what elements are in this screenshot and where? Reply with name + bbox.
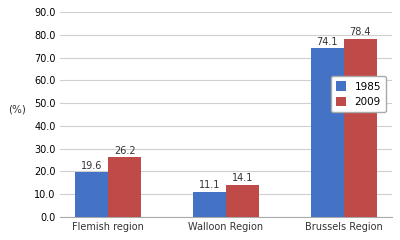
- Bar: [344, 39, 377, 217]
- Bar: [108, 157, 141, 217]
- Text: 74.1: 74.1: [316, 37, 338, 47]
- Text: 14.1: 14.1: [232, 173, 253, 183]
- Text: 19.6: 19.6: [81, 161, 102, 171]
- Bar: [226, 185, 259, 217]
- Y-axis label: (%): (%): [8, 105, 26, 114]
- Text: 11.1: 11.1: [199, 180, 220, 190]
- Legend: 1985, 2009: 1985, 2009: [331, 76, 386, 112]
- Bar: [75, 172, 108, 217]
- Bar: [193, 192, 226, 217]
- Bar: [311, 48, 344, 217]
- Text: 78.4: 78.4: [349, 27, 371, 37]
- Text: 26.2: 26.2: [114, 146, 136, 156]
